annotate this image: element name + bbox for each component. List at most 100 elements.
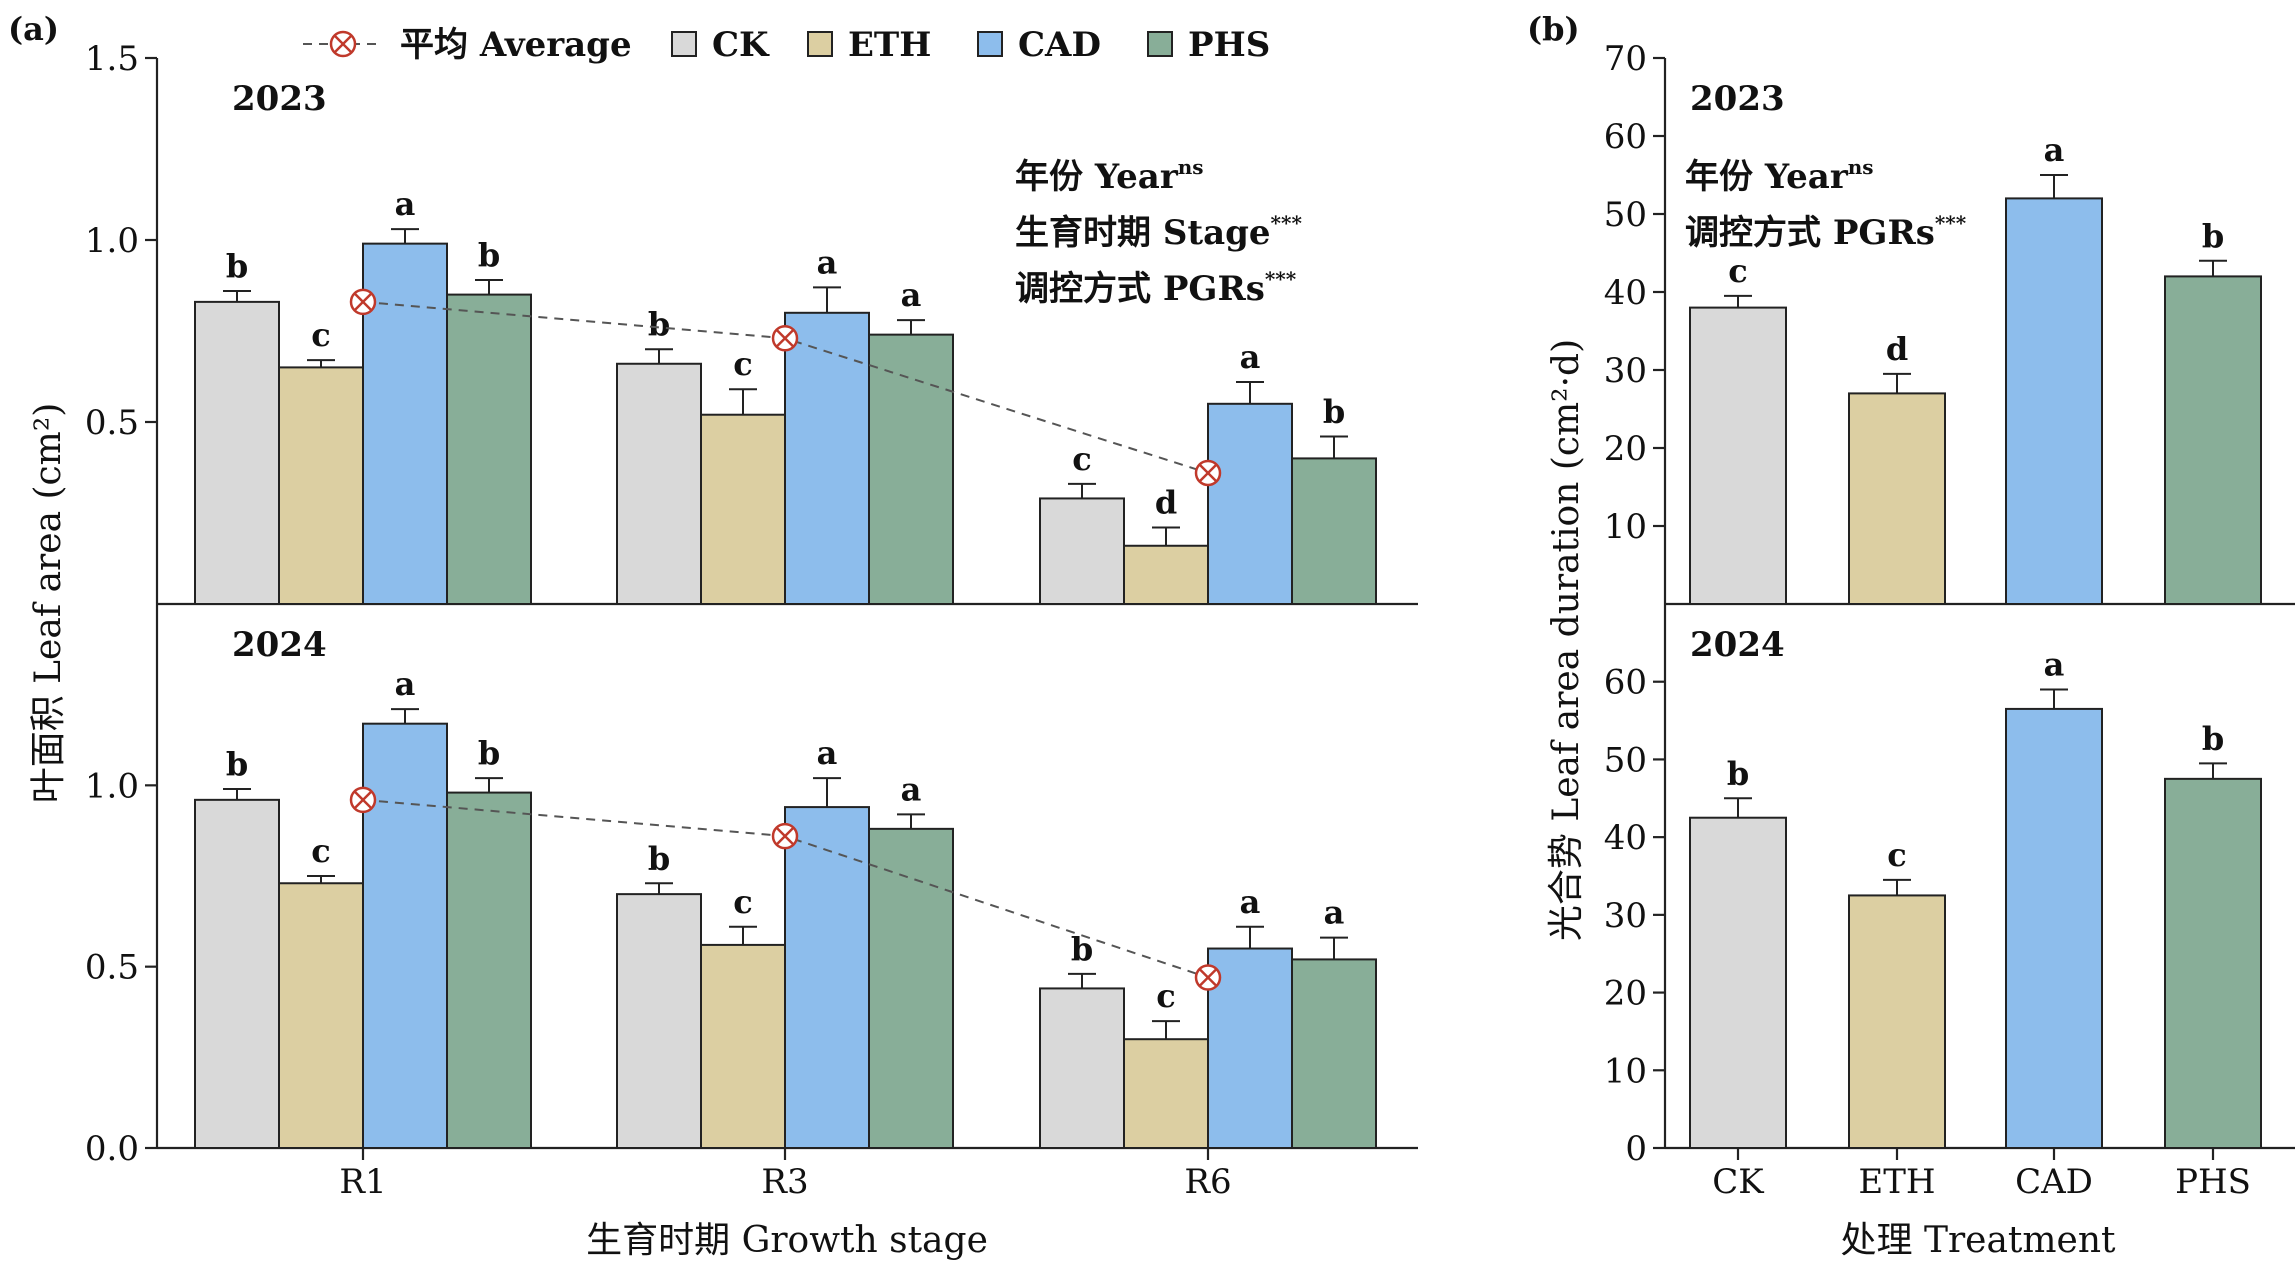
legend: 平均 Average CK ETH CAD PHS [303,25,1270,65]
panel-b-stats: 年份 Yearns 调控方式 PGRs*** [1685,155,1967,253]
legend-average-label: 平均 Average [400,25,632,65]
panel-a-2023-ytick-label: 0.5 [85,403,139,443]
panel-a-2024-bar-cad-r1 [362,722,448,1149]
panel-a-2024-bar-cad-r3 [784,806,870,1149]
panel-a-2023-bar-phs-r1 [446,293,532,605]
panel-a-2024-bar-phs-r6 [1291,958,1377,1149]
panel-b-2024-category-label: CAD [2015,1162,2093,1202]
panel-b-2023-year-label: 2023 [1690,79,1785,119]
panel-a-2024-bar-ck-r6 [1039,987,1125,1150]
panel-a-2023-sig-letter: c [733,345,752,383]
panel-b-2024-ytick-label: 60 [1604,663,1647,703]
panel-a-2024-bar-eth-r3 [700,943,786,1150]
panel-a-2023-ytick-label: 1.5 [85,39,139,79]
panel-a-2024-ytick-label: 0.5 [85,948,139,988]
panel-b-2023-sig-letter: d [1886,330,1908,368]
panel-b-2023-bar-cad [2005,197,2103,605]
panel-a-2023-sig-letter: a [901,276,922,314]
panel-a-2024-ytick-label: 1.0 [85,766,139,806]
panel-b-2023-ytick-label: 20 [1604,429,1647,469]
panel-a-2023-sig-letter: b [648,305,670,343]
panel-a-2023-bar-cad-r3 [784,311,870,605]
panel-a-stat-stage: 生育时期 Stage*** [1015,211,1302,253]
panel-b-2024-bar-eth [1848,894,1946,1150]
panel-b-2023-ytick-label: 30 [1604,351,1647,391]
panel-b-2024-ytick-label: 40 [1604,818,1647,858]
panel-b-2023-ytick-label: 50 [1604,195,1647,235]
legend-ck-swatch [671,31,697,57]
panel-a-2023-bar-phs-r6 [1291,457,1377,605]
legend-eth-label: ETH [848,25,931,65]
panel-a-2023-bar-ck-r1 [194,300,280,605]
panel-b-2023-bar-ck [1689,306,1787,605]
panel-b-tag: (b) [1527,10,1580,48]
panel-b-2024-sig-letter: b [1727,754,1749,792]
panel-b-2023-sig-letter: b [2202,217,2224,255]
panel-a-2024-average-marker-cross [354,790,372,809]
legend-average-marker [329,30,357,58]
panel-a-2023-bar-ck-r3 [616,362,702,606]
panel-a-2023-year-label: 2023 [232,79,327,119]
panel-a-2023-bar-eth-r1 [278,366,364,605]
panel-b-stat-year: 年份 Yearns [1685,155,1874,197]
panel-a-2024-bar-eth-r1 [278,882,364,1150]
panel-a-2024-bar-phs-r3 [868,827,954,1149]
panel-a-2024-average-marker-cross [1199,968,1217,987]
panel-a-2024-sig-letter: c [311,832,330,870]
panel-a-2023-sig-letter: a [1240,338,1261,376]
panel-a-2024-bar-cad-r6 [1207,947,1293,1149]
panel-a-2024-sig-letter: b [1071,930,1093,968]
panel-a-2024-bar-ck-r3 [616,893,702,1150]
panel-b-2024-ytick-label: 50 [1604,740,1647,780]
panel-b-2023-ytick-label: 60 [1604,117,1647,157]
legend-phs-swatch [1147,31,1173,57]
panel-b-2024-sig-letter: c [1887,836,1906,874]
panel-a-2024-sig-letter: b [478,734,500,772]
panel-a-2024-sig-letter: b [648,839,670,877]
panel-b-y-axis-title: 光合势 Leaf area duration (cm²·d) [1546,339,1587,941]
panel-a-2023-sig-letter: c [311,316,330,354]
panel-b-2023-sig-letter: a [2044,131,2065,169]
legend-ck-label: CK [712,25,770,65]
panel-b-2023-bar-phs [2164,275,2262,605]
panel-a-2023-sig-letter: b [478,236,500,274]
panel-a-2024-sig-letter: a [817,734,838,772]
panel-a-stat-year: 年份 Yearns [1015,155,1204,197]
panel-a-2023-ytick-label: 1.0 [85,221,139,261]
panel-a-x-axis-title: 生育时期 Growth stage [586,1220,988,1261]
panel-a-2024-sig-letter: a [1240,883,1261,921]
panel-a-tag: (a) [8,10,59,48]
panel-a-2023-sig-letter: d [1155,484,1177,522]
panel-a-2023-sig-letter: b [226,247,248,285]
panel-a-2023-sig-letter: c [1072,440,1091,478]
panel-b-2024-category-label: ETH [1858,1162,1935,1202]
panel-a-2024-sig-letter: c [733,883,752,921]
panel-a-2024-sig-letter: a [901,770,922,808]
panel-a-y-axis-title: 叶面积 Leaf area (cm²) [28,403,69,804]
legend-cad-swatch [977,31,1003,57]
panel-b-2024-bar-ck [1689,816,1787,1149]
panel-b-2024-ytick-label: 20 [1604,974,1647,1014]
panel-a-2023-average-marker-cross [1199,464,1217,482]
panel-b-2024-category-label: CK [1712,1162,1764,1202]
panel-b-2024-sig-letter: b [2202,719,2224,757]
panel-a-2024-bar-ck-r1 [194,798,280,1150]
panel-a-2024-ytick-label: 0.0 [85,1129,139,1169]
panel-b-2024-bar-phs [2164,777,2262,1149]
panel-a-2024-sig-letter: a [1324,894,1345,932]
panel-b-x-axis-title: 处理 Treatment [1841,1220,2117,1261]
panel-a-2024-year-label: 2024 [232,625,327,665]
panel-a-2024-sig-letter: a [395,665,416,703]
panel-b-2024-year-label: 2024 [1690,625,1785,665]
panel-a-2023-bar-eth-r6 [1123,544,1209,606]
legend-phs-label: PHS [1188,25,1270,65]
panel-a-2023-bar-cad-r6 [1207,402,1293,605]
legend-eth-swatch [807,31,833,57]
chart-marks: 0.5 1.0 1.5 2023 b c a b b c a a c d a b 0.0 0.5 1.0 2024 b c… [85,39,2262,1202]
legend-cad-label: CAD [1018,25,1101,65]
panel-a-stat-pgrs: 调控方式 PGRs*** [1015,267,1297,309]
panel-a-2023-sig-letter: a [395,185,416,223]
panel-b-2023-sig-letter: c [1728,252,1747,290]
panel-b-stat-pgrs: 调控方式 PGRs*** [1685,211,1967,253]
